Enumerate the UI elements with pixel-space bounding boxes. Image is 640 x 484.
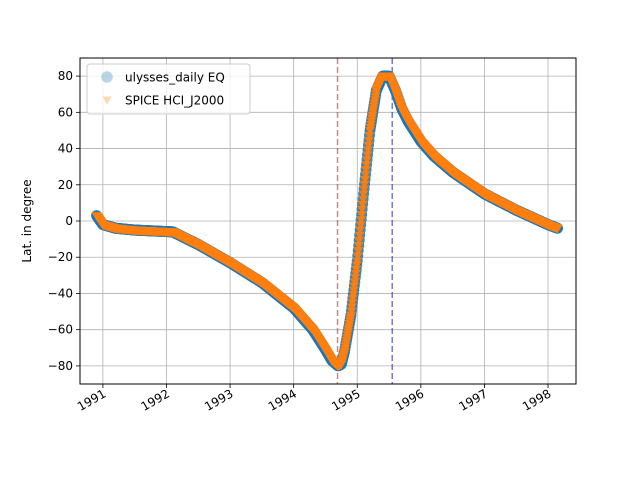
data-point bbox=[363, 146, 374, 155]
data-point bbox=[356, 216, 367, 225]
data-point bbox=[360, 175, 371, 185]
series-2 bbox=[91, 72, 563, 371]
data-point bbox=[359, 185, 370, 194]
data-point bbox=[364, 131, 375, 141]
data-point bbox=[351, 261, 362, 271]
data-point bbox=[362, 156, 373, 165]
data-point bbox=[347, 299, 358, 308]
data-point bbox=[552, 224, 563, 234]
y-tick-label: 0 bbox=[65, 214, 73, 228]
data-series bbox=[91, 70, 564, 372]
data-point bbox=[353, 247, 364, 256]
data-point bbox=[361, 161, 372, 170]
data-point bbox=[348, 286, 359, 296]
data-point bbox=[349, 282, 360, 291]
data-point bbox=[358, 195, 369, 204]
data-point bbox=[357, 205, 368, 215]
data-point bbox=[351, 265, 362, 275]
data-point bbox=[363, 141, 374, 151]
data-point bbox=[356, 210, 367, 220]
data-point bbox=[360, 170, 371, 180]
legend-marker bbox=[101, 71, 113, 83]
data-point bbox=[350, 269, 361, 279]
y-tick-label: −80 bbox=[48, 359, 73, 373]
y-tick-label: 40 bbox=[58, 142, 73, 156]
y-tick-label: −40 bbox=[48, 286, 73, 300]
legend: ulysses_daily EQ SPICE HCI_J2000 bbox=[86, 63, 251, 115]
reference-lines bbox=[336, 58, 393, 384]
legend-label: ulysses_daily EQ bbox=[125, 71, 225, 85]
data-point bbox=[346, 307, 357, 316]
y-tick-label: −60 bbox=[48, 323, 73, 337]
y-tick-label: 80 bbox=[58, 69, 73, 83]
legend-marker bbox=[102, 96, 112, 105]
data-point bbox=[354, 231, 365, 241]
data-point bbox=[354, 236, 365, 246]
data-point bbox=[359, 180, 370, 190]
data-point bbox=[361, 165, 372, 175]
data-point bbox=[355, 221, 366, 230]
legend-label: SPICE HCI_J2000 bbox=[125, 94, 224, 108]
data-point bbox=[345, 311, 356, 321]
data-point bbox=[353, 241, 364, 251]
data-point bbox=[352, 252, 363, 261]
data-point bbox=[350, 274, 361, 283]
data-point bbox=[352, 257, 363, 266]
y-tick-label: 60 bbox=[58, 105, 73, 119]
data-point bbox=[363, 136, 374, 146]
y-tick-label: 20 bbox=[58, 178, 73, 192]
data-point bbox=[348, 290, 359, 300]
data-point bbox=[347, 294, 358, 304]
data-point bbox=[355, 226, 366, 235]
data-point bbox=[362, 151, 373, 160]
y-axis-ticks: −80 −60 −40 −20 0 20 40 60 80 bbox=[48, 69, 80, 373]
data-point bbox=[358, 190, 369, 199]
data-point bbox=[349, 278, 360, 287]
data-point bbox=[346, 303, 357, 312]
data-point bbox=[357, 200, 368, 210]
legend-box bbox=[86, 63, 251, 115]
y-tick-label: −20 bbox=[48, 250, 73, 264]
y-axis-label: Lat. in degree bbox=[20, 179, 34, 262]
